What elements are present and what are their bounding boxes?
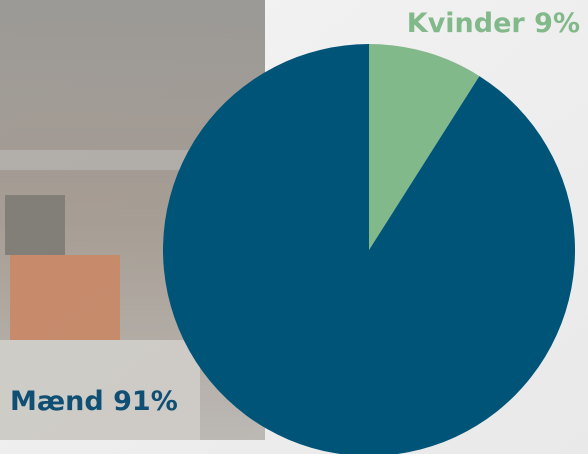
value-label: 91% [113,386,178,417]
category-label: Kvinder [407,8,526,39]
slice-label: Mænd 91% [10,386,178,417]
slice-label: Kvinder 9% [407,8,580,39]
chart: Kvinder 9% Mænd 91% [0,0,588,454]
value-label: 9% [534,8,580,39]
category-label: Mænd [10,386,104,417]
pie-slice [163,44,575,454]
pie [163,44,575,454]
